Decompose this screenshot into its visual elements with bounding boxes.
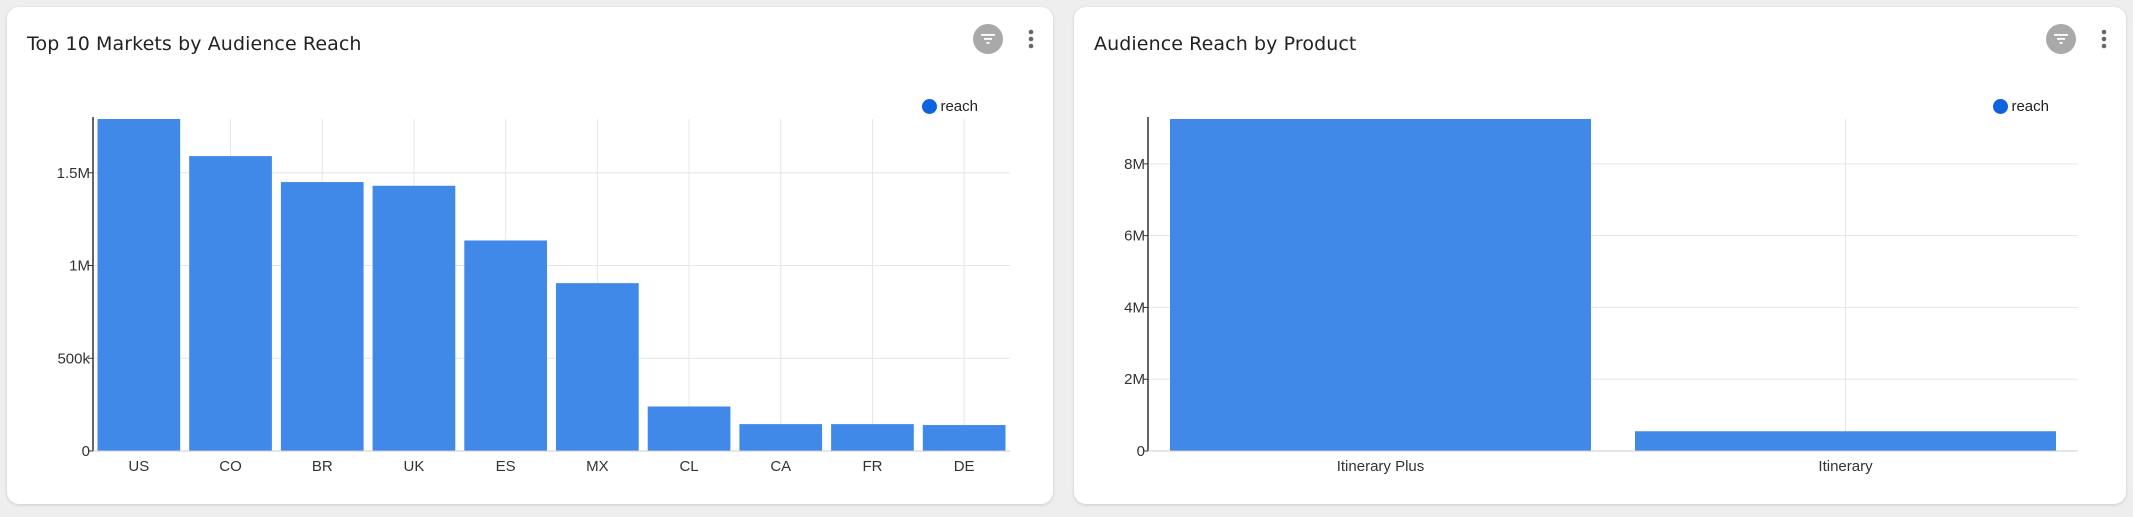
- bar-mx: [556, 283, 639, 451]
- bar-itinerary-plus: [1170, 119, 1591, 451]
- filter-button[interactable]: [973, 24, 1003, 54]
- x-tick-label: BR: [312, 458, 333, 475]
- bar-cl: [647, 406, 731, 451]
- bar-de: [922, 425, 1006, 451]
- bar-fr: [831, 424, 914, 451]
- x-tick-label: CL: [679, 458, 698, 475]
- bar-es: [464, 240, 547, 451]
- x-tick-label: CO: [219, 458, 242, 475]
- bar-us: [97, 119, 181, 451]
- card-title: Top 10 Markets by Audience Reach: [27, 33, 362, 55]
- y-tick-label: 2M: [1124, 371, 1145, 388]
- x-tick-label: CA: [770, 458, 791, 475]
- x-tick-label: FR: [862, 458, 882, 475]
- y-tick-label: 1M: [69, 258, 90, 275]
- bar-uk: [372, 185, 456, 452]
- chart-legend[interactable]: reach: [922, 98, 978, 115]
- x-tick-label: Itinerary Plus: [1337, 458, 1425, 475]
- y-tick-label: 0: [82, 443, 90, 460]
- more-vert-icon: [2101, 29, 2107, 49]
- x-tick-label: MX: [586, 458, 609, 475]
- bar-itinerary: [1635, 431, 2056, 451]
- y-tick-label: 6M: [1124, 228, 1145, 245]
- legend-label: reach: [2011, 98, 2049, 115]
- x-tick-label: DE: [954, 458, 975, 475]
- y-tick-label: 1.5M: [57, 165, 90, 182]
- chart-card-markets: Top 10 Markets by Audience Reach reach 0…: [7, 7, 1053, 504]
- chart-card-products: Audience Reach by Product reach 0 2M 4M 6M 8…: [1074, 7, 2126, 504]
- legend-swatch: [1993, 99, 2009, 114]
- bar-chart-products: 0 2M 4M 6M 8M Itinerary Plus Itinerary: [1124, 117, 2078, 475]
- chart-legend[interactable]: reach: [1993, 98, 2049, 115]
- y-tick-label: 8M: [1124, 156, 1145, 173]
- bar-br: [280, 182, 364, 451]
- card-title: Audience Reach by Product: [1094, 33, 1357, 55]
- x-tick-label: ES: [496, 458, 516, 475]
- y-tick-label: 0: [1137, 443, 1145, 460]
- x-tick-label: Itinerary: [1818, 458, 1873, 475]
- y-tick-label: 4M: [1124, 299, 1145, 316]
- more-vert-icon: [1028, 29, 1034, 49]
- legend-label: reach: [940, 98, 978, 115]
- bar-ca: [739, 424, 823, 451]
- more-options-button[interactable]: [2096, 24, 2112, 54]
- bar-co: [189, 156, 272, 451]
- x-tick-label: UK: [404, 458, 425, 475]
- filter-button[interactable]: [2046, 24, 2076, 54]
- x-tick-label: US: [128, 458, 149, 475]
- more-options-button[interactable]: [1023, 24, 1039, 54]
- filter-icon: [2054, 34, 2068, 44]
- bar-chart-markets: 0 500k 1M 1.5M US CO BR UK ES MX CL CA FR DE: [57, 117, 1010, 475]
- filter-icon: [981, 34, 995, 44]
- y-tick-label: 500k: [57, 350, 90, 367]
- legend-swatch: [922, 99, 938, 114]
